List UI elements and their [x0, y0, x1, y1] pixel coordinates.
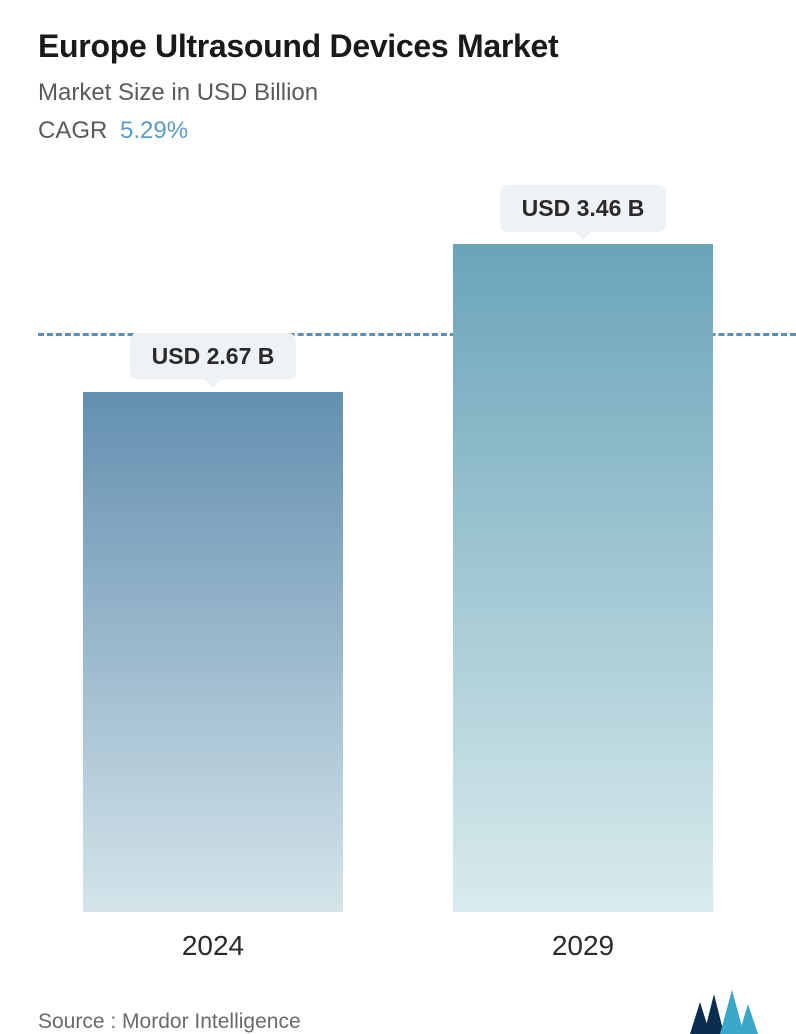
brand-logo-icon: [690, 990, 758, 1034]
x-label-0: 2024: [83, 930, 343, 962]
x-label-1: 2029: [453, 930, 713, 962]
bar-1: [453, 244, 713, 912]
bar-0: [83, 392, 343, 912]
chart-subtitle: Market Size in USD Billion: [38, 79, 758, 107]
cagr-value: 5.29%: [120, 117, 188, 144]
value-badge-0: USD 2.67 B: [130, 333, 297, 380]
chart-footer: Source : Mordor Intelligence: [38, 962, 758, 1034]
chart-title: Europe Ultrasound Devices Market: [38, 28, 758, 65]
cagr-row: CAGR 5.29%: [38, 117, 758, 145]
chart-area: USD 2.67 B USD 3.46 B: [38, 185, 758, 912]
source-text: Source : Mordor Intelligence: [38, 1010, 301, 1034]
chart-container: Europe Ultrasound Devices Market Market …: [0, 0, 796, 1034]
cagr-label: CAGR: [38, 117, 107, 144]
x-axis-labels: 2024 2029: [38, 912, 758, 962]
bar-group-0: USD 2.67 B: [83, 333, 343, 912]
bar-group-1: USD 3.46 B: [453, 185, 713, 912]
value-badge-1: USD 3.46 B: [500, 185, 667, 232]
